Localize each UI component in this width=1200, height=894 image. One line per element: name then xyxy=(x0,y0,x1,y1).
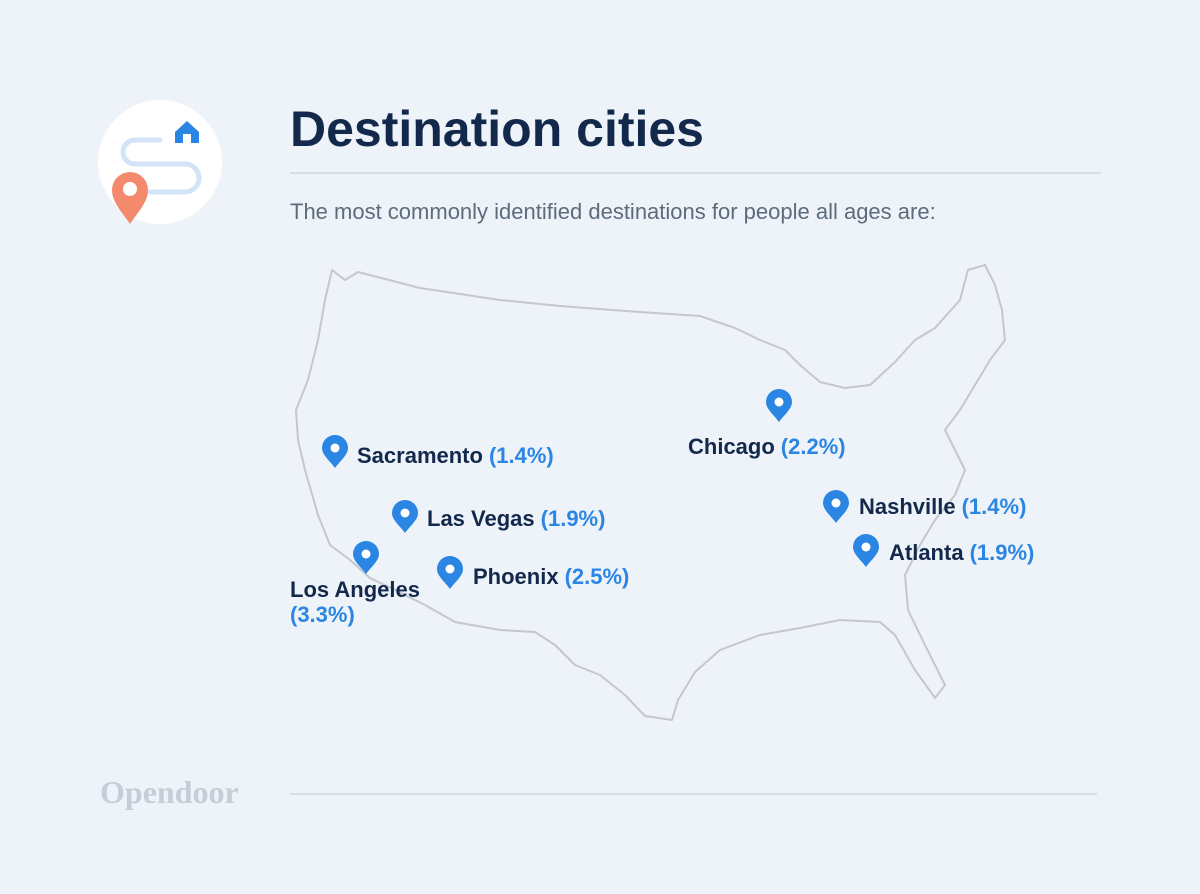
city-label: Sacramento (1.4%) xyxy=(357,443,554,468)
city-label: Atlanta (1.9%) xyxy=(889,540,1034,565)
city-share: (1.4%) xyxy=(489,443,554,468)
city-share: (1.4%) xyxy=(962,494,1027,519)
city-label: Los Angeles (3.3%) xyxy=(290,577,420,627)
pin xyxy=(322,435,348,468)
pin-dot xyxy=(774,397,784,407)
pin xyxy=(392,500,418,533)
city-name: Los Angeles xyxy=(290,577,420,602)
city-name: Atlanta xyxy=(889,540,964,565)
pin-dot xyxy=(361,549,371,559)
city-share: (1.9%) xyxy=(970,540,1035,565)
city-label: Nashville (1.4%) xyxy=(859,494,1026,519)
pin xyxy=(353,541,379,574)
city-name: Las Vegas xyxy=(427,506,535,531)
city-share: (1.9%) xyxy=(541,506,606,531)
city-name: Chicago xyxy=(688,434,775,459)
city-label: Chicago (2.2%) xyxy=(688,434,846,459)
city-name: Nashville xyxy=(859,494,956,519)
pin xyxy=(853,534,879,567)
city-label: Las Vegas (1.9%) xyxy=(427,506,605,531)
city-share: (2.5%) xyxy=(565,564,630,589)
us-map xyxy=(295,264,1006,721)
pin-dot xyxy=(861,542,871,552)
city-name: Sacramento xyxy=(357,443,483,468)
city-name: Phoenix xyxy=(473,564,559,589)
brand: Opendoor xyxy=(100,774,239,810)
subtitle: The most commonly identified destination… xyxy=(290,199,936,224)
pin-dot xyxy=(831,498,841,508)
pin xyxy=(766,389,792,422)
pin-dot xyxy=(445,564,455,574)
pin xyxy=(437,556,463,589)
pin xyxy=(823,490,849,523)
icon xyxy=(98,100,222,224)
pin-dot xyxy=(330,443,340,453)
city-label: Phoenix (2.5%) xyxy=(473,564,629,589)
city-share: (3.3%) xyxy=(290,602,355,627)
pin-dot xyxy=(400,508,410,518)
city-share: (2.2%) xyxy=(781,434,846,459)
title: Destination cities xyxy=(290,101,704,157)
